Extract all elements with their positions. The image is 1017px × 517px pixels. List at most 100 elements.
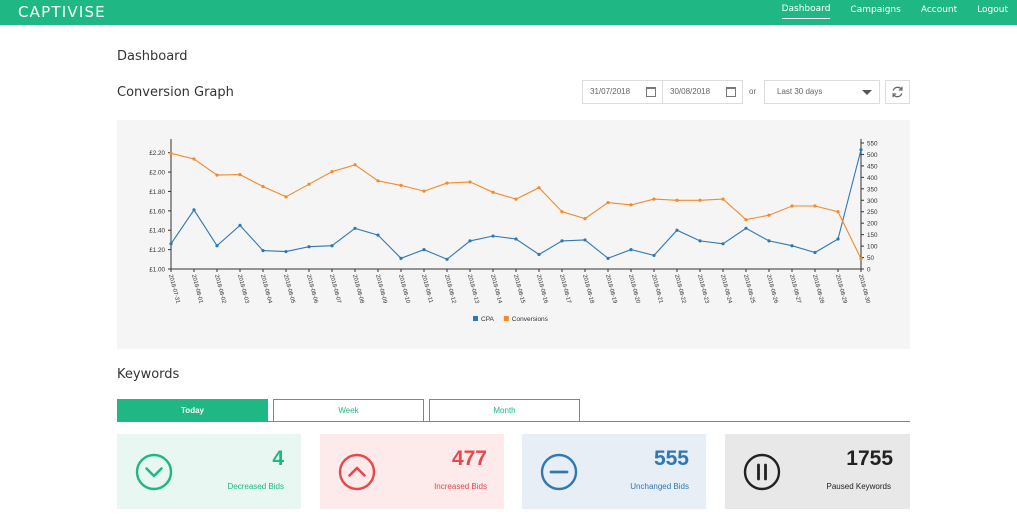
page-title: Dashboard bbox=[117, 49, 188, 64]
or-label: or bbox=[749, 87, 757, 96]
data-point-cpa bbox=[813, 250, 817, 255]
stat-value: 4 bbox=[272, 447, 284, 470]
x-tick-label: 2018-08-21 bbox=[650, 274, 663, 304]
nav-logout[interactable]: Logout bbox=[977, 5, 1008, 15]
calendar-icon[interactable] bbox=[726, 87, 736, 97]
x-tick-label: 2018-08-07 bbox=[328, 274, 341, 304]
data-point-conversions bbox=[376, 179, 380, 183]
series-line-cpa bbox=[170, 149, 862, 260]
date-to-value: 30/08/2018 bbox=[670, 87, 711, 96]
y-left-tick-label: £1.00 bbox=[149, 267, 165, 274]
data-point-conversions bbox=[721, 197, 725, 201]
x-tick-label: 2018-08-09 bbox=[374, 274, 387, 304]
y-right-tick-label: 350 bbox=[867, 186, 878, 193]
data-point-conversions bbox=[813, 204, 817, 208]
y-right-tick-label: 100 bbox=[867, 244, 878, 251]
conversion-graph-title: Conversion Graph bbox=[117, 85, 234, 100]
x-tick-label: 2018-08-25 bbox=[742, 274, 755, 304]
y-right-tick-label: 400 bbox=[867, 175, 878, 182]
y-right-tick-label: 150 bbox=[867, 232, 878, 239]
date-range-value: Last 30 days bbox=[777, 87, 823, 96]
data-point-conversions bbox=[560, 210, 564, 214]
x-tick-label: 2018-08-02 bbox=[213, 274, 226, 304]
x-tick-label: 2018-08-30 bbox=[857, 274, 870, 304]
data-point-cpa bbox=[468, 239, 472, 243]
nav-account[interactable]: Account bbox=[920, 5, 958, 15]
data-point-conversions bbox=[629, 203, 633, 207]
data-point-conversions bbox=[675, 198, 679, 202]
x-tick-label: 2018-08-17 bbox=[558, 274, 571, 304]
data-point-conversions bbox=[790, 204, 794, 208]
tab-today[interactable]: Today bbox=[117, 399, 268, 422]
main-nav: Dashboard Campaigns Account Logout bbox=[762, 0, 1008, 25]
x-tick-label: 2018-08-23 bbox=[696, 274, 709, 304]
data-point-cpa bbox=[560, 239, 564, 243]
calendar-icon[interactable] bbox=[646, 87, 656, 97]
x-tick-label: 2018-08-12 bbox=[443, 274, 456, 304]
data-point-cpa bbox=[514, 237, 518, 241]
stat-card-increased-bids: 477 Increased Bids bbox=[320, 434, 504, 509]
date-to-input[interactable]: 30/08/2018 bbox=[662, 80, 743, 104]
nav-dashboard[interactable]: Dashboard bbox=[781, 0, 831, 19]
data-point-conversions bbox=[353, 163, 357, 167]
data-point-conversions bbox=[192, 157, 196, 161]
stat-card-paused-keywords: 1755 Paused Keywords bbox=[725, 434, 910, 509]
x-tick-label: 2018-08-15 bbox=[512, 274, 525, 304]
stat-label: Paused Keywords bbox=[826, 482, 891, 491]
conversion-chart: £1.00 £1.20 £1.40 £1.60 £1.80 £2.00 £2.20 0 50 10… bbox=[149, 139, 878, 323]
chevron-down-circle-icon bbox=[135, 453, 173, 491]
date-from-value: 31/07/2018 bbox=[590, 87, 631, 96]
data-point-cpa bbox=[652, 253, 656, 258]
data-point-cpa bbox=[284, 249, 288, 254]
stat-card-decreased-bids: 4 Decreased Bids bbox=[117, 434, 301, 509]
minus-circle-icon bbox=[540, 453, 578, 491]
x-tick-label: 2018-08-04 bbox=[259, 274, 273, 305]
refresh-icon bbox=[892, 86, 903, 98]
brand-logo[interactable]: CAPTIVISE bbox=[18, 3, 106, 21]
data-point-conversions bbox=[537, 186, 541, 190]
data-point-cpa bbox=[859, 148, 863, 152]
date-range-select[interactable]: Last 30 days bbox=[764, 80, 880, 104]
y-right-tick-label: 550 bbox=[867, 141, 878, 148]
stat-value: 477 bbox=[451, 447, 487, 470]
date-from-input[interactable]: 31/07/2018 bbox=[582, 80, 663, 104]
data-point-conversions bbox=[307, 182, 311, 186]
y-right-tick-label: 450 bbox=[867, 163, 878, 170]
data-point-cpa bbox=[790, 244, 794, 248]
x-tick-label: 2018-08-22 bbox=[673, 274, 686, 304]
data-point-conversions bbox=[767, 213, 771, 217]
x-tick-label: 2018-08-11 bbox=[420, 274, 433, 304]
data-point-conversions bbox=[836, 210, 840, 214]
data-point-cpa bbox=[744, 226, 748, 230]
data-point-cpa bbox=[238, 223, 242, 227]
stat-card-unchanged-bids: 555 Unchanged Bids bbox=[522, 434, 706, 509]
data-point-cpa bbox=[353, 226, 357, 230]
y-right-tick-label: 0 bbox=[867, 267, 871, 274]
nav-campaigns[interactable]: Campaigns bbox=[850, 5, 901, 15]
data-point-cpa bbox=[629, 248, 633, 252]
data-point-cpa bbox=[698, 239, 702, 243]
tab-week[interactable]: Week bbox=[273, 399, 424, 422]
chevron-down-icon bbox=[862, 90, 872, 95]
y-right-tick-label: 50 bbox=[867, 255, 875, 262]
tab-month[interactable]: Month bbox=[429, 399, 580, 422]
data-point-cpa bbox=[307, 245, 311, 249]
y-left-tick-label: £1.80 bbox=[149, 189, 165, 196]
data-point-cpa bbox=[192, 208, 196, 212]
legend-swatch-conversions bbox=[503, 316, 509, 321]
y-left-tick-label: £1.40 bbox=[149, 228, 165, 235]
data-point-conversions bbox=[261, 184, 265, 189]
y-left-tick-label: £1.20 bbox=[149, 247, 165, 254]
pause-circle-icon bbox=[743, 453, 781, 491]
data-point-cpa bbox=[583, 238, 587, 242]
data-point-conversions bbox=[514, 197, 518, 201]
data-point-cpa bbox=[376, 233, 380, 237]
data-point-cpa bbox=[767, 239, 771, 243]
refresh-button[interactable] bbox=[885, 80, 910, 104]
x-tick-label: 2018-08-08 bbox=[351, 274, 364, 304]
data-point-conversions bbox=[468, 180, 472, 184]
x-tick-label: 2018-08-10 bbox=[397, 274, 410, 304]
x-tick-label: 2018-08-20 bbox=[627, 274, 640, 304]
data-point-cpa bbox=[675, 228, 679, 232]
stat-label: Decreased Bids bbox=[227, 482, 284, 491]
